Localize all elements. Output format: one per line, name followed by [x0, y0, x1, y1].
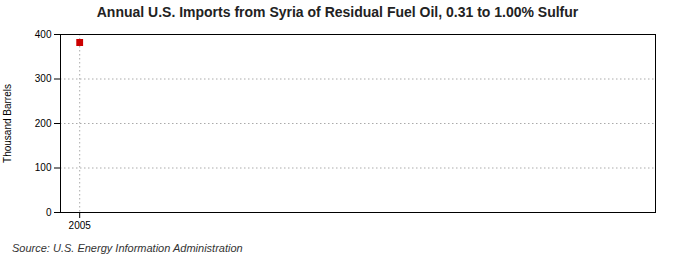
svg-text:300: 300 [35, 73, 52, 84]
html-text:Annual U.S. Imports from Syria: Annual U.S. Imports from Syria of Residu… [96, 4, 579, 20]
svg-text:100: 100 [35, 162, 52, 173]
html-text:Source: U.S. Energy Informatio: Source: U.S. Energy Information Administ… [12, 242, 243, 254]
svg-text:200: 200 [35, 118, 52, 129]
svg-text:Thousand Barrels: Thousand Barrels [2, 84, 13, 163]
svg-text:0: 0 [46, 207, 52, 218]
svg-text:400: 400 [35, 29, 52, 40]
svg-text:2005: 2005 [69, 220, 92, 231]
